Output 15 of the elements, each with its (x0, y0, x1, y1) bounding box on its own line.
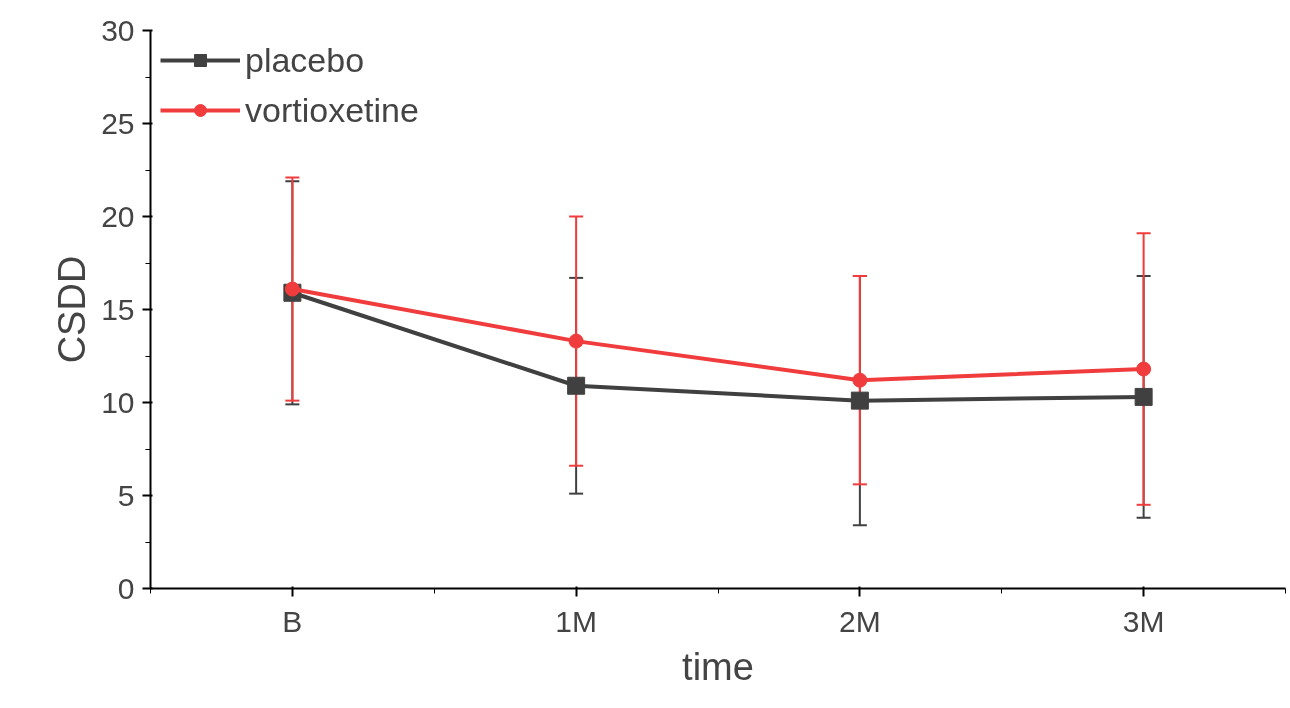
y-tick-label: 10 (101, 385, 135, 419)
legend-label: vortioxetine (245, 90, 419, 130)
x-tick-label: B (282, 604, 303, 638)
y-tick-label: 30 (101, 13, 135, 47)
y-axis-title: CSDD (51, 255, 94, 364)
y-tick-label: 15 (101, 292, 135, 326)
y-tick-label: 0 (117, 571, 135, 605)
legend-label: placebo (245, 40, 365, 80)
y-tick-label: 5 (117, 478, 135, 512)
x-axis-title: time (682, 645, 754, 688)
x-tick-label: 2M (839, 604, 881, 638)
y-tick-label: 25 (101, 106, 135, 140)
x-tick-label: 3M (1122, 604, 1165, 638)
y-tick-label: 20 (101, 199, 135, 233)
x-tick-label: 1M (555, 604, 597, 638)
